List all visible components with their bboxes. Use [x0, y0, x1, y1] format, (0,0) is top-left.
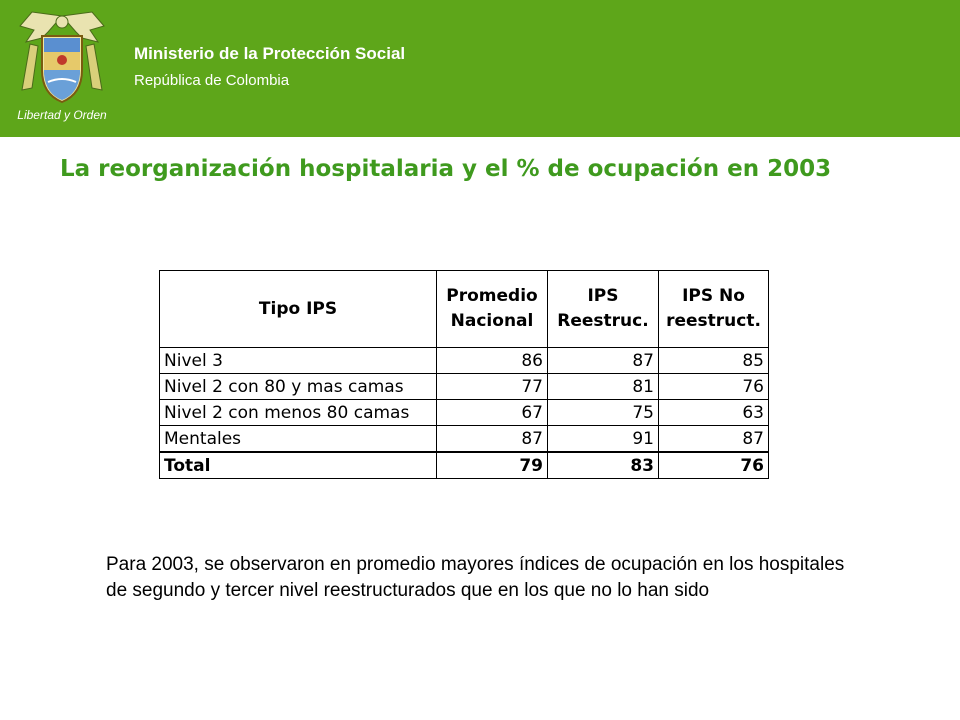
cell-no-reestruct: 87: [658, 425, 769, 453]
header-band: Libertad y Orden Ministerio de la Protec…: [0, 0, 960, 137]
table-total-row: Total 79 83 76: [159, 451, 769, 479]
cell-promedio: 86: [436, 347, 548, 374]
cell-total-no-reestruct: 76: [658, 451, 769, 479]
header-ips-no-reestruct-label: IPS No reestruct.: [666, 286, 761, 331]
header-ips-reestruc: IPS Reestruc.: [547, 270, 659, 348]
cell-promedio: 67: [436, 399, 548, 426]
table-header-row: Tipo IPS Promedio Nacional IPS Reestruc.…: [159, 270, 769, 348]
cell-tipo: Nivel 2 con menos 80 camas: [159, 399, 437, 426]
header-ips-reestruc-label: IPS Reestruc.: [557, 286, 649, 331]
header-promedio-nacional-label: Promedio Nacional: [446, 286, 538, 331]
table-row: Mentales 87 91 87: [159, 425, 769, 453]
cell-no-reestruct: 85: [658, 347, 769, 374]
header-ips-no-reestruct: IPS No reestruct.: [658, 270, 769, 348]
header-tipo-ips: Tipo IPS: [159, 270, 437, 348]
cell-tipo: Mentales: [159, 425, 437, 453]
occupancy-table: Tipo IPS Promedio Nacional IPS Reestruc.…: [159, 270, 769, 479]
cell-total-label: Total: [159, 451, 437, 479]
coat-of-arms-icon: [19, 11, 105, 104]
cell-no-reestruct: 63: [658, 399, 769, 426]
cell-promedio: 87: [436, 425, 548, 453]
cell-total-promedio: 79: [436, 451, 548, 479]
cell-total-reestruc: 83: [547, 451, 659, 479]
republic-name: República de Colombia: [134, 72, 290, 89]
slide-title: La reorganización hospitalaria y el % de…: [60, 156, 832, 182]
summary-paragraph: Para 2003, se observaron en promedio may…: [106, 554, 845, 601]
table-row: Nivel 2 con 80 y mas camas 77 81 76: [159, 373, 769, 400]
header-promedio-nacional: Promedio Nacional: [436, 270, 548, 348]
cell-reestruc: 87: [547, 347, 659, 374]
cell-tipo: Nivel 2 con 80 y mas camas: [159, 373, 437, 400]
logo-motto: Libertad y Orden: [17, 108, 107, 122]
cell-reestruc: 75: [547, 399, 659, 426]
cell-no-reestruct: 76: [658, 373, 769, 400]
table-row: Nivel 3 86 87 85: [159, 347, 769, 374]
cell-reestruc: 81: [547, 373, 659, 400]
table-row: Nivel 2 con menos 80 camas 67 75 63: [159, 399, 769, 426]
cell-tipo: Nivel 3: [159, 347, 437, 374]
cell-promedio: 77: [436, 373, 548, 400]
ministry-name: Ministerio de la Protección Social: [134, 44, 406, 63]
cell-reestruc: 91: [547, 425, 659, 453]
coat-of-arms-logo: Libertad y Orden: [12, 8, 112, 130]
